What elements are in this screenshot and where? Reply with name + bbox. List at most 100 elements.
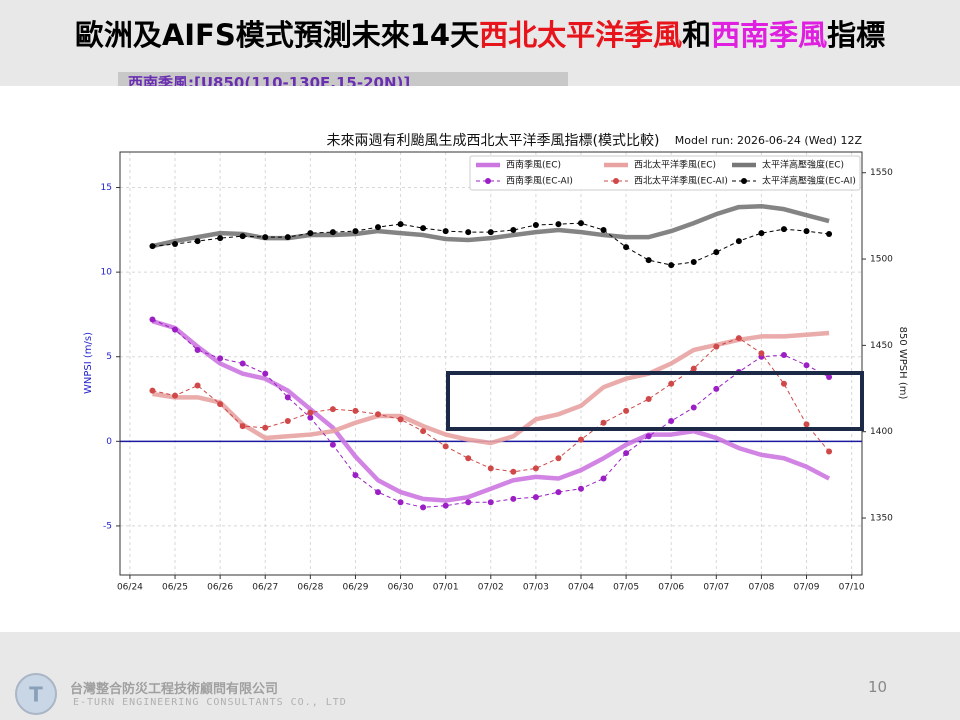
x-tick-label: 06/25	[162, 583, 188, 593]
series-point	[442, 502, 449, 509]
highlight-box	[446, 371, 864, 431]
series-point	[329, 441, 336, 448]
series-point	[217, 355, 224, 362]
series-point	[645, 433, 652, 440]
series-point	[262, 370, 269, 377]
x-tick-label: 07/10	[839, 583, 865, 593]
series-point	[623, 450, 630, 457]
legend-label: 太平洋高壓強度(EC-AI)	[762, 175, 856, 187]
legend-label: 西南季風(EC)	[506, 159, 561, 171]
legend-label: 西北太平洋季風(EC)	[634, 159, 716, 171]
series-point	[487, 499, 494, 506]
series-point	[420, 504, 427, 511]
series-point	[555, 455, 562, 462]
slide-title: 歐洲及AIFS模式預測未來14天西北太平洋季風和西南季風指標	[0, 12, 960, 54]
series-point	[826, 374, 833, 381]
title-part: 西北太平洋季風	[479, 18, 683, 52]
y2-tick-label: 1550	[870, 168, 893, 178]
series-point	[172, 241, 179, 248]
series-point	[307, 414, 314, 421]
series-point	[217, 235, 224, 242]
series-point	[780, 352, 787, 359]
title-part: 歐洲及AIFS模式預測未來14天	[74, 18, 480, 52]
x-tick-label: 06/24	[117, 583, 143, 593]
series-point	[510, 227, 517, 234]
series-point	[532, 494, 539, 501]
series-point	[375, 489, 382, 496]
series-point	[780, 226, 787, 233]
series-point	[149, 316, 156, 323]
series-point	[487, 465, 494, 472]
company-name-en: E-TURN ENGINEERING CONSULTANTS CO., LTD	[73, 697, 347, 708]
series-point	[668, 380, 675, 387]
series-point	[487, 229, 494, 236]
y2-tick-label: 1450	[870, 341, 893, 351]
series-point	[645, 257, 652, 264]
series-point	[465, 499, 472, 506]
y-tick-label: 10	[101, 268, 113, 278]
x-tick-label: 07/09	[794, 583, 820, 593]
series-point	[397, 499, 404, 506]
series-point	[803, 362, 810, 369]
x-tick-label: 07/02	[478, 583, 504, 593]
y-tick-label: -5	[103, 521, 112, 531]
series-point	[194, 238, 201, 245]
series-point	[668, 262, 675, 269]
x-tick-label: 07/01	[433, 583, 459, 593]
series-point	[577, 220, 584, 227]
title-part: 和	[682, 18, 712, 52]
series-point	[577, 436, 584, 443]
x-tick-label: 06/29	[342, 583, 368, 593]
series-point	[375, 224, 382, 231]
series-point	[149, 243, 156, 250]
title-part: 西南季風	[711, 18, 828, 52]
series-point	[172, 326, 179, 333]
series-point	[713, 343, 720, 350]
series-point	[239, 233, 246, 240]
series-point	[510, 495, 517, 502]
series-point	[532, 222, 539, 229]
x-tick-label: 07/04	[568, 583, 594, 593]
series-point	[397, 221, 404, 228]
series-point	[577, 485, 584, 492]
series-point	[555, 221, 562, 228]
series-point	[735, 238, 742, 245]
series-point	[713, 249, 720, 256]
series-point	[420, 428, 427, 435]
y-tick-label: 5	[106, 352, 112, 362]
series-point	[239, 423, 246, 430]
page-number: 10	[868, 678, 888, 696]
series-point	[623, 244, 630, 251]
series-point	[758, 350, 765, 357]
x-tick-label: 06/28	[297, 583, 323, 593]
series-point	[352, 407, 359, 414]
series-point	[375, 411, 382, 418]
x-tick-label: 07/05	[613, 583, 639, 593]
series-point	[307, 409, 314, 416]
y2-tick-label: 1350	[870, 514, 893, 524]
x-tick-label: 06/26	[207, 583, 233, 593]
series-point	[735, 335, 742, 342]
series-point	[826, 231, 833, 238]
y-tick-label: 0	[106, 437, 112, 447]
x-tick-label: 06/30	[388, 583, 414, 593]
chart: 未來兩週有利颱風生成西北太平洋季風指標(模式比較) Model run: 202…	[83, 133, 908, 593]
series-point	[532, 465, 539, 472]
svg-text:T: T	[29, 683, 43, 707]
series-point	[172, 392, 179, 399]
series-point	[465, 455, 472, 462]
series-point	[645, 396, 652, 403]
series-point	[803, 421, 810, 428]
legend-marker	[741, 178, 747, 184]
series-point	[510, 468, 517, 475]
series-point	[284, 418, 291, 425]
series-point	[600, 227, 607, 234]
series-point	[690, 365, 697, 372]
series-point	[284, 234, 291, 241]
series-point	[465, 229, 472, 236]
series-point	[668, 418, 675, 425]
title-part: 指標	[827, 18, 886, 52]
x-tick-label: 07/07	[703, 583, 729, 593]
x-tick-label: 07/03	[523, 583, 549, 593]
